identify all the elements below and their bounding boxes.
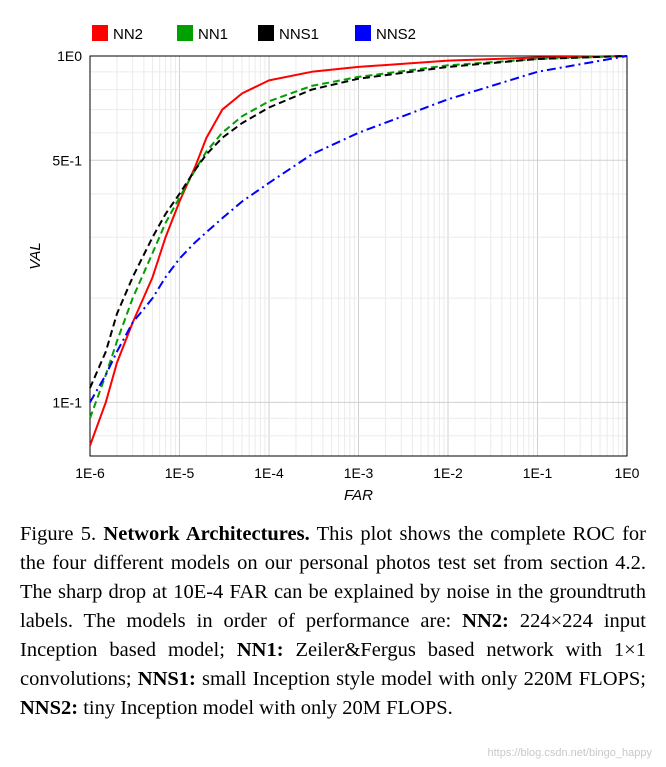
x-tick-labels: 1E-6 1E-5 1E-4 1E-3 1E-2 1E-1 1E0 (75, 465, 639, 481)
watermark: https://blog.csdn.net/bingo_happy (487, 747, 652, 759)
x-axis-title: FAR (344, 487, 373, 504)
x-tick-label: 1E-2 (433, 465, 463, 481)
grid (89, 56, 627, 457)
x-tick-label: 1E0 (615, 465, 640, 481)
model-nn2-desc: 224×224 input Inception based model; (20, 610, 647, 661)
x-tick-label: 1E-3 (344, 465, 374, 481)
legend-swatch-nn1 (177, 25, 193, 41)
figure-caption: Figure 5. Network Architectures. This pl… (20, 520, 646, 723)
legend-label-nns1: NNS1 (279, 26, 319, 43)
model-nn1-desc: Zeiler&Fergus based network with 1×1 con… (20, 639, 646, 690)
caption-body: This plot shows the complete ROC for the… (20, 523, 646, 632)
y-tick-label: 1E-1 (52, 394, 82, 410)
caption-heading: Network Architectures. (103, 523, 310, 545)
model-nns2-name: NNS2: (20, 697, 79, 719)
model-nns2-desc: tiny Inception model with only 20M FLOPS… (78, 697, 453, 719)
series-line-nns2 (89, 55, 628, 403)
model-nns1-desc: small Inception style model with only 22… (195, 668, 646, 690)
series-line-nns1 (89, 55, 628, 389)
model-nn1-name: NN1: (236, 639, 284, 661)
legend-swatch-nn2 (92, 25, 108, 41)
x-tick-label: 1E-1 (523, 465, 553, 481)
y-tick-label: 5E-1 (52, 152, 82, 168)
x-tick-label: 1E-6 (75, 465, 105, 481)
legend-label-nns2: NNS2 (376, 26, 416, 43)
series-line-nn1 (89, 55, 628, 419)
y-tick-label: 1E0 (57, 48, 82, 64)
y-axis-title: VAL (27, 242, 44, 270)
roc-chart: NN2 NN1 NNS1 NNS2 1E-6 1E-5 1E-4 1E-3 1E-2 1E-1 1… (27, 25, 640, 504)
legend-label-nn1: NN1 (198, 26, 228, 43)
legend-swatch-nns2 (355, 25, 371, 41)
model-nn2-name: NN2: (462, 610, 509, 632)
legend-label-nn2: NN2 (113, 26, 143, 43)
x-tick-label: 1E-5 (165, 465, 195, 481)
legend-swatch-nns1 (258, 25, 274, 41)
model-nns1-name: NNS1: (137, 668, 196, 690)
y-tick-labels: 1E-1 5E-1 1E0 (52, 48, 82, 410)
x-tick-label: 1E-4 (254, 465, 284, 481)
figure-label: Figure 5. (20, 523, 97, 545)
series-layer (89, 55, 628, 446)
plot-frame (89, 55, 628, 457)
series-line-nn2 (89, 55, 628, 446)
legend: NN2 NN1 NNS1 NNS2 (92, 25, 416, 43)
